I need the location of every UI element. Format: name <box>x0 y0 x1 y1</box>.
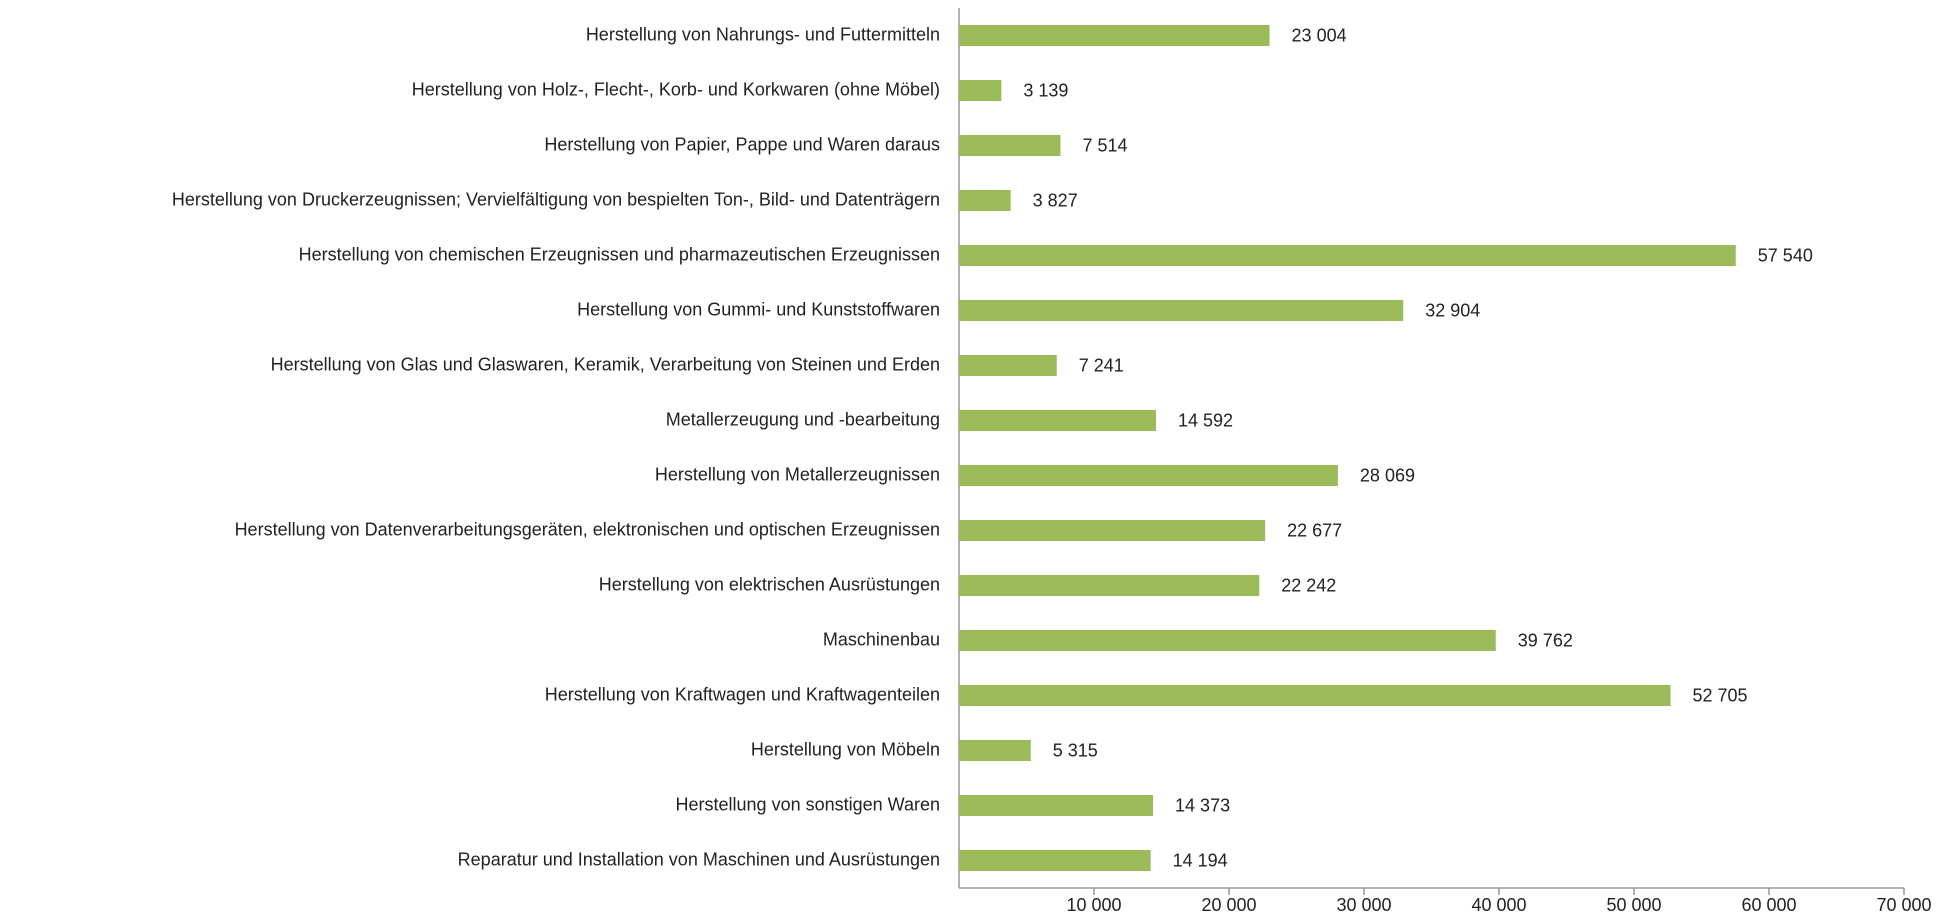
value-label: 39 762 <box>1518 630 1573 650</box>
y-tick-label: Herstellung von Gummi- und Kunststoffwar… <box>577 299 940 319</box>
y-tick-label: Herstellung von Druckerzeugnissen; Vervi… <box>172 189 940 209</box>
x-tick-label: 40 000 <box>1471 895 1526 915</box>
y-tick-label: Herstellung von Datenverarbeitungsgeräte… <box>235 519 940 539</box>
value-label: 57 540 <box>1758 245 1813 265</box>
value-label: 7 241 <box>1079 355 1124 375</box>
bar <box>959 520 1266 541</box>
bar <box>959 410 1156 431</box>
bar <box>959 740 1031 761</box>
y-tick-label: Herstellung von Papier, Pappe und Waren … <box>544 134 940 154</box>
bar <box>959 80 1002 101</box>
x-tick-label: 70 000 <box>1876 895 1931 915</box>
bar <box>959 300 1404 321</box>
bar <box>959 355 1057 376</box>
value-label: 3 139 <box>1023 80 1068 100</box>
bar <box>959 850 1151 871</box>
value-label: 7 514 <box>1082 135 1127 155</box>
y-tick-label: Herstellung von Glas und Glaswaren, Kera… <box>271 354 940 374</box>
bar <box>959 245 1736 266</box>
value-label: 52 705 <box>1693 685 1748 705</box>
bar <box>959 795 1154 816</box>
x-tick-label: 10 000 <box>1066 895 1121 915</box>
x-tick-label: 20 000 <box>1201 895 1256 915</box>
y-tick-label: Maschinenbau <box>823 629 940 649</box>
x-tick-label: 30 000 <box>1336 895 1391 915</box>
bar <box>959 465 1338 486</box>
bar <box>959 135 1061 156</box>
y-tick-label: Reparatur und Installation von Maschinen… <box>458 849 940 869</box>
value-label: 22 242 <box>1281 575 1336 595</box>
y-tick-label: Herstellung von chemischen Erzeugnissen … <box>299 244 940 264</box>
x-tick-label: 50 000 <box>1606 895 1661 915</box>
bar <box>959 685 1671 706</box>
bar <box>959 25 1270 46</box>
value-label: 32 904 <box>1425 300 1480 320</box>
bar <box>959 190 1011 211</box>
value-label: 14 373 <box>1175 795 1230 815</box>
value-label: 14 592 <box>1178 410 1233 430</box>
y-tick-label: Herstellung von Metallerzeugnissen <box>655 464 940 484</box>
y-tick-label: Metallerzeugung und -bearbeitung <box>666 409 940 429</box>
value-label: 22 677 <box>1287 520 1342 540</box>
y-tick-label: Herstellung von Holz-, Flecht-, Korb- un… <box>412 79 940 99</box>
value-label: 14 194 <box>1173 850 1228 870</box>
value-label: 5 315 <box>1053 740 1098 760</box>
value-label: 3 827 <box>1033 190 1078 210</box>
value-label: 28 069 <box>1360 465 1415 485</box>
x-tick-label: 60 000 <box>1741 895 1796 915</box>
y-tick-label: Herstellung von Kraftwagen und Kraftwage… <box>545 684 940 704</box>
bar <box>959 575 1260 596</box>
bar <box>959 630 1496 651</box>
y-tick-label: Herstellung von sonstigen Waren <box>676 794 940 814</box>
y-tick-label: Herstellung von Möbeln <box>751 739 940 759</box>
value-label: 23 004 <box>1292 25 1347 45</box>
y-tick-label: Herstellung von elektrischen Ausrüstunge… <box>599 574 940 594</box>
y-tick-label: Herstellung von Nahrungs- und Futtermitt… <box>586 24 940 44</box>
